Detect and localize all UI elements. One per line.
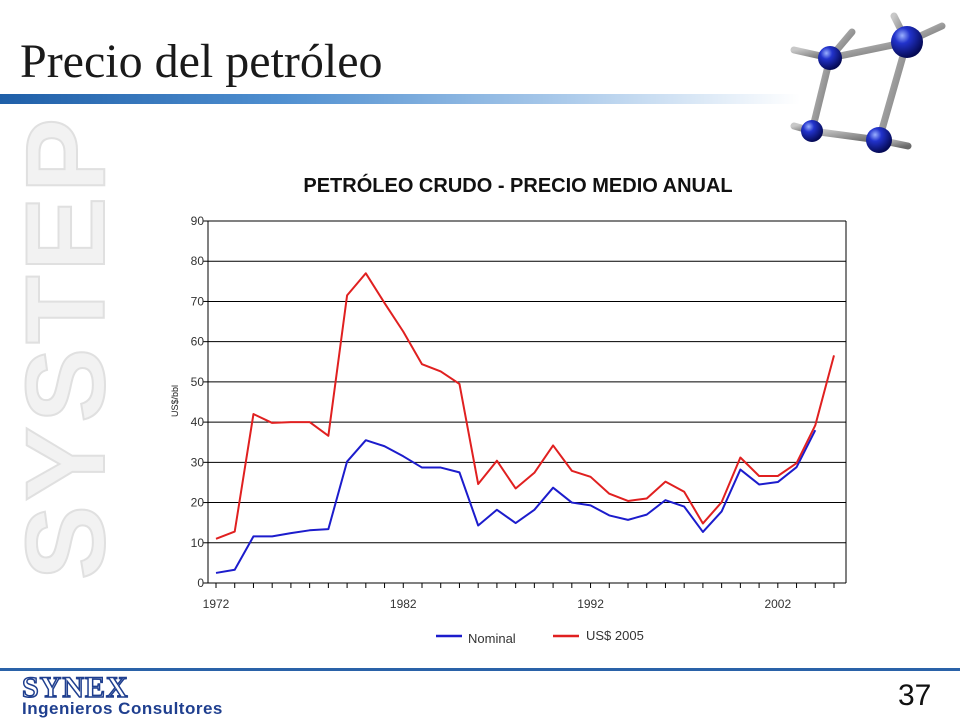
page-number: 37 (898, 679, 932, 712)
series-line-us2005 (215, 272, 835, 540)
y-tick-label: 90 (191, 214, 205, 228)
legend-label: Nominal (468, 631, 516, 646)
title-underline-bar (0, 94, 800, 104)
chart-title: PETRÓLEO CRUDO - PRECIO MEDIO ANUAL (303, 173, 732, 197)
y-tick-label: 0 (197, 576, 204, 590)
systep-watermark: SYSTEP (2, 113, 120, 581)
y-tick-label: 50 (191, 375, 205, 389)
molecule-icon (790, 12, 946, 153)
y-tick-label: 10 (191, 536, 205, 550)
watermark-text: SYSTEP (3, 114, 120, 580)
y-tick-label: 80 (191, 254, 205, 268)
footer-divider (0, 668, 960, 671)
y-axis-label: US$/bbl (170, 385, 180, 417)
chart-legend: Nominal US$ 2005 (436, 628, 644, 646)
y-tick-label: 40 (191, 415, 205, 429)
series-line-nominal (215, 429, 817, 574)
x-axis-ticks: 1972 1982 1992 2002 (203, 583, 835, 611)
chart-series (215, 272, 835, 574)
x-tick-label: 1992 (577, 597, 604, 611)
legend-label: US$ 2005 (586, 628, 644, 643)
chart-gridlines (207, 220, 847, 584)
y-tick-label: 30 (191, 455, 205, 469)
y-tick-label: 60 (191, 335, 205, 349)
y-tick-label: 20 (191, 496, 205, 510)
y-axis-ticks: 0 10 20 30 40 50 60 70 80 90 (191, 214, 208, 590)
slide-title: Precio del petróleo (20, 35, 383, 88)
synex-logo: SYNEX (21, 671, 129, 704)
x-tick-label: 1972 (203, 597, 230, 611)
y-tick-label: 70 (191, 294, 205, 308)
x-tick-label: 1982 (390, 597, 417, 611)
company-subtitle: Ingenieros Consultores (22, 699, 223, 718)
x-tick-label: 2002 (764, 597, 791, 611)
